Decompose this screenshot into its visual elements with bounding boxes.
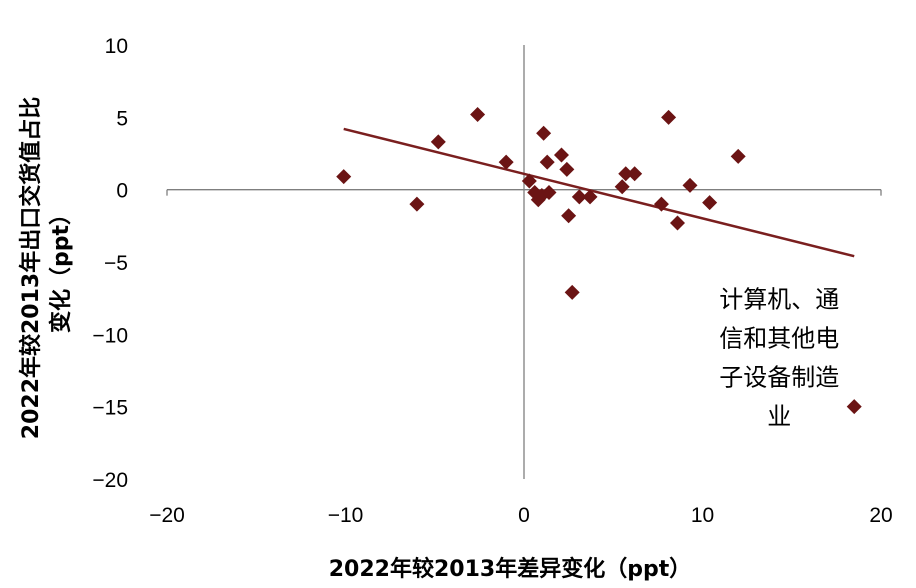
y-axis-title-line-1: 2022年较2013年出口交货值占比	[18, 97, 44, 439]
y-tick-label: 10	[105, 35, 128, 58]
data-point	[653, 196, 669, 212]
data-points	[336, 106, 862, 415]
annotation-line: 业	[767, 403, 791, 431]
axes	[166, 45, 882, 479]
data-point	[536, 125, 552, 141]
data-point	[498, 154, 514, 170]
y-axis-title-line-2: 变化（ppt）	[48, 203, 74, 333]
y-tick-label: −10	[92, 324, 128, 347]
trendline-group	[343, 127, 855, 258]
x-tick-label: 20	[869, 504, 892, 527]
data-point	[702, 195, 718, 211]
tick-labels: −20 −10 0 10 20 10 5 0 −5 −10 −15 −20	[92, 35, 892, 527]
data-point	[614, 179, 630, 195]
data-point	[430, 134, 446, 150]
data-point	[553, 147, 569, 163]
annotation-line: 计算机、通	[719, 286, 839, 314]
trendline	[343, 127, 855, 258]
data-point	[559, 161, 575, 177]
data-point	[618, 166, 634, 182]
data-point	[571, 189, 587, 205]
y-tick-label: −5	[104, 252, 128, 275]
y-axis-title: 2022年较2013年出口交货值占比 变化（ppt）	[18, 97, 74, 439]
x-tick-label: −20	[149, 504, 185, 527]
data-point	[661, 109, 677, 125]
x-tick-label: 0	[518, 504, 530, 527]
data-point	[564, 284, 580, 300]
y-tick-label: 5	[116, 107, 128, 130]
x-tick-label: −10	[328, 504, 364, 527]
data-point	[539, 154, 555, 170]
data-point	[627, 166, 643, 182]
data-point	[541, 185, 557, 201]
data-point	[561, 208, 577, 224]
data-point	[682, 177, 698, 193]
data-point	[730, 148, 746, 164]
annotation-line: 信和其他电	[719, 325, 839, 353]
x-tick-label: 10	[691, 504, 714, 527]
data-point	[409, 196, 425, 212]
data-point	[582, 189, 598, 205]
data-point	[521, 173, 537, 189]
y-tick-label: −20	[92, 469, 128, 492]
y-tick-label: −15	[92, 397, 128, 420]
data-point	[470, 106, 486, 122]
data-point	[336, 169, 352, 185]
x-axis-title: 2022年较2013年差异变化（ppt）	[329, 556, 691, 582]
data-point	[670, 215, 686, 231]
data-point	[846, 399, 862, 415]
annotation-line: 子设备制造	[719, 364, 839, 392]
y-tick-label: 0	[116, 180, 128, 203]
